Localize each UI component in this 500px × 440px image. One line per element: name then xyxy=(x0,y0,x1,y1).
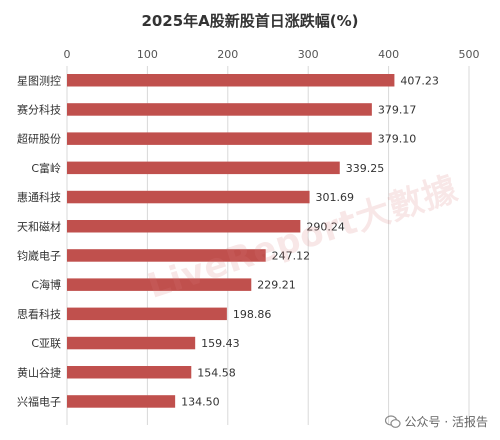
wechat-icon xyxy=(384,414,401,429)
category-label: 星图测控 xyxy=(17,73,61,87)
bar xyxy=(67,74,395,87)
value-label: 198.86 xyxy=(233,308,271,321)
bar xyxy=(67,161,340,175)
source-tag: 公众号 · 活报告 xyxy=(384,413,488,430)
bar xyxy=(67,190,310,204)
bar xyxy=(67,220,301,233)
bar xyxy=(67,278,252,291)
x-tick-label: 400 xyxy=(378,48,399,61)
bar xyxy=(67,395,176,408)
value-label: 301.69 xyxy=(316,191,355,204)
value-label: 134.50 xyxy=(181,395,220,408)
bar xyxy=(67,103,372,116)
category-label: 超研股份 xyxy=(17,132,61,146)
category-label: C亚联 xyxy=(31,337,61,350)
category-label: C富岭 xyxy=(31,161,61,175)
value-label: 339.25 xyxy=(346,162,385,175)
bar xyxy=(67,132,372,145)
x-tick-label: 100 xyxy=(137,48,158,61)
value-label: 247.12 xyxy=(272,249,311,262)
category-label: 惠通科技 xyxy=(17,190,61,204)
value-label: 159.43 xyxy=(201,337,240,350)
value-label: 407.23 xyxy=(400,74,439,87)
chart-title: 2025年A股新股首日涨跌幅(%) xyxy=(141,12,359,30)
category-label: 黄山谷捷 xyxy=(17,365,61,379)
category-label: 赛分科技 xyxy=(17,102,61,116)
x-tick-label: 500 xyxy=(459,48,480,61)
value-label: 290.24 xyxy=(306,220,345,233)
category-label: C海博 xyxy=(31,278,61,292)
source-text: 公众号 · 活报告 xyxy=(404,415,488,429)
x-tick-label: 300 xyxy=(298,48,319,61)
bar xyxy=(67,307,227,321)
bar xyxy=(67,336,196,350)
category-label: 钧崴电子 xyxy=(17,248,61,262)
category-label: 天和磁材 xyxy=(17,219,61,233)
bar xyxy=(67,366,192,379)
value-label: 154.58 xyxy=(197,366,236,379)
x-tick-label: 200 xyxy=(217,48,238,61)
value-label: 229.21 xyxy=(257,279,296,292)
x-tick-label: 0 xyxy=(64,48,71,61)
value-label: 379.10 xyxy=(378,133,417,146)
category-label: 兴福电子 xyxy=(17,394,61,408)
value-label: 379.17 xyxy=(378,103,417,116)
bar xyxy=(67,249,266,262)
category-label: 思看科技 xyxy=(17,307,61,321)
